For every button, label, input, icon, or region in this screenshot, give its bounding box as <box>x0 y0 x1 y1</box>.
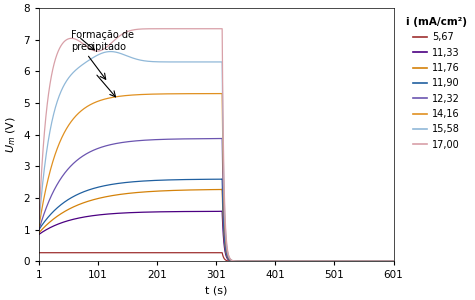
5,67 <box>100 251 105 254</box>
11,90 <box>219 177 225 181</box>
11,90 <box>36 228 42 231</box>
14,16 <box>48 166 54 169</box>
15,58 <box>246 260 251 263</box>
11,33 <box>141 210 146 214</box>
15,58 <box>108 50 114 53</box>
14,16 <box>56 144 61 148</box>
5,67 <box>56 251 61 254</box>
5,67 <box>245 260 251 263</box>
11,76 <box>367 260 372 263</box>
12,32 <box>48 194 54 198</box>
15,58 <box>36 221 42 225</box>
Line: 11,76: 11,76 <box>39 189 393 261</box>
17,00 <box>367 260 372 263</box>
12,32 <box>367 260 372 263</box>
Line: 15,58: 15,58 <box>39 52 393 261</box>
Line: 5,67: 5,67 <box>39 253 393 261</box>
Line: 11,90: 11,90 <box>39 179 393 261</box>
17,00 <box>56 50 61 53</box>
11,76 <box>36 231 42 235</box>
Y-axis label: $U_m$ (V): $U_m$ (V) <box>4 116 18 153</box>
11,33 <box>390 260 396 263</box>
11,90 <box>48 212 54 216</box>
5,67 <box>48 251 54 254</box>
11,76 <box>100 196 105 199</box>
17,00 <box>141 27 146 31</box>
17,00 <box>390 260 396 263</box>
Line: 17,00: 17,00 <box>39 29 393 261</box>
11,90 <box>141 179 146 183</box>
X-axis label: t (s): t (s) <box>205 286 228 296</box>
11,33 <box>48 225 54 229</box>
11,90 <box>367 260 372 263</box>
11,33 <box>36 232 42 236</box>
12,32 <box>56 181 61 184</box>
11,76 <box>219 187 225 191</box>
Line: 14,16: 14,16 <box>39 94 393 261</box>
11,90 <box>56 205 61 209</box>
11,76 <box>141 190 146 194</box>
14,16 <box>246 260 251 263</box>
11,76 <box>246 260 251 263</box>
11,76 <box>390 260 396 263</box>
11,33 <box>100 213 105 216</box>
17,00 <box>246 260 251 263</box>
5,67 <box>366 260 372 263</box>
14,16 <box>36 225 42 228</box>
5,67 <box>36 251 42 254</box>
Legend: 5,67, 11,33, 11,76, 11,90, 12,32, 14,16, 15,58, 17,00: 5,67, 11,33, 11,76, 11,90, 12,32, 14,16,… <box>402 13 471 154</box>
Text: Formação de
precipitado: Formação de precipitado <box>71 30 134 52</box>
11,90 <box>100 184 105 188</box>
5,67 <box>141 251 146 254</box>
17,00 <box>48 76 54 79</box>
11,33 <box>56 222 61 226</box>
Line: 11,33: 11,33 <box>39 211 393 261</box>
11,33 <box>367 260 372 263</box>
11,76 <box>56 214 61 217</box>
17,00 <box>100 48 105 52</box>
5,67 <box>390 260 396 263</box>
15,58 <box>141 59 146 62</box>
15,58 <box>390 260 396 263</box>
12,32 <box>36 228 42 231</box>
12,32 <box>246 260 251 263</box>
15,58 <box>56 97 61 100</box>
14,16 <box>367 260 372 263</box>
14,16 <box>141 93 146 96</box>
11,90 <box>246 260 251 263</box>
12,32 <box>219 137 225 140</box>
Line: 12,32: 12,32 <box>39 139 393 261</box>
14,16 <box>100 98 105 101</box>
15,58 <box>100 51 105 55</box>
11,90 <box>390 260 396 263</box>
11,76 <box>48 219 54 223</box>
11,33 <box>246 260 251 263</box>
17,00 <box>219 27 225 31</box>
15,58 <box>367 260 372 263</box>
15,58 <box>48 124 54 127</box>
14,16 <box>390 260 396 263</box>
12,32 <box>390 260 396 263</box>
17,00 <box>36 218 42 222</box>
14,16 <box>219 92 225 95</box>
11,33 <box>219 209 225 213</box>
12,32 <box>100 145 105 148</box>
12,32 <box>141 139 146 142</box>
